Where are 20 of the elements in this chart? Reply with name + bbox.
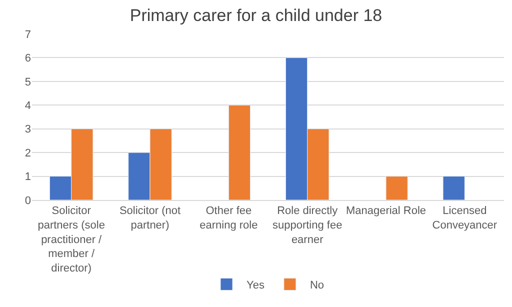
y-tick-label: 3 [24, 124, 31, 136]
y-tick-label: 7 [24, 28, 31, 41]
y-tick-label: 4 [24, 100, 31, 112]
y-tick-label: 5 [24, 76, 31, 88]
bar [228, 104, 251, 200]
y-tick-label: 0 [24, 194, 31, 207]
legend-label: No [310, 280, 324, 292]
legend-label: Yes [246, 280, 265, 292]
x-tick-label: Solicitor (not partner) [119, 205, 181, 232]
x-tick-label: Role directly supporting fee earner [272, 205, 342, 246]
chart-title: Primary carer for a child under 18 [130, 6, 382, 26]
y-tick-label: 2 [24, 147, 31, 160]
x-tick-label: Solicitor partners (sole practitioner / member / director) [38, 205, 105, 274]
x-tick-label: Managerial Role [346, 205, 426, 218]
y-tick-label: 6 [24, 52, 31, 65]
x-tick-label: Licensed Conveyancer [432, 205, 498, 232]
x-tick-label: Other fee earning role [200, 205, 258, 232]
bar [386, 176, 408, 200]
y-tick-label: 1 [24, 171, 31, 184]
bar [442, 176, 465, 200]
